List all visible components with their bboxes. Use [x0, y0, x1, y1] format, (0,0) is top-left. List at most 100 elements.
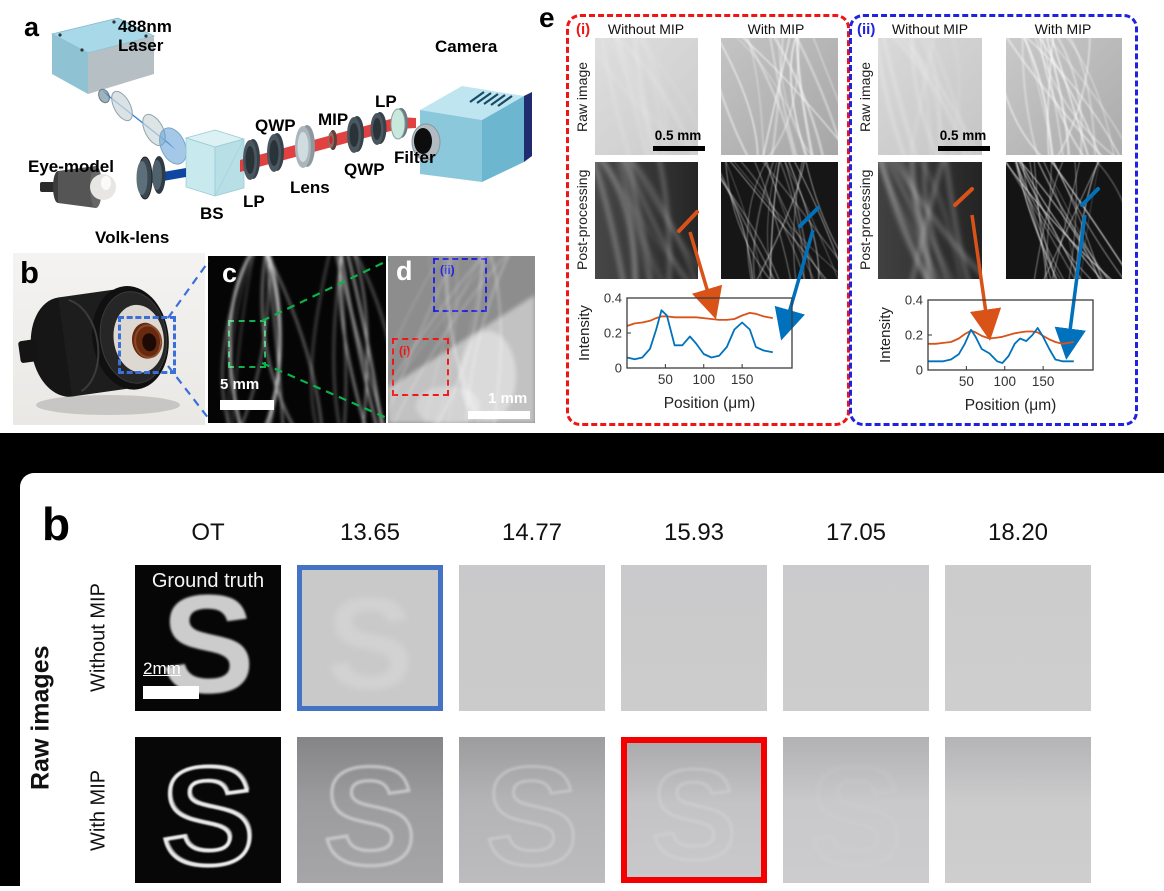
fiber-texture — [388, 256, 535, 423]
sub-i-col-without-mip: Without MIP — [607, 21, 685, 37]
sub-i-tag: (i) — [576, 21, 591, 38]
fiber-texture — [721, 162, 838, 279]
fiber-texture — [208, 256, 386, 423]
raw-image-cell-with-mip-17-05: S — [783, 737, 929, 883]
sub-ii-raw-without-mip-image — [878, 38, 982, 155]
mip-element — [328, 130, 337, 150]
intensity-plot: 0 0.2 0.4 50 100 150 Intensity Position (μm) — [576, 291, 793, 412]
s-target-shape: S — [326, 570, 413, 706]
bs-label: BS — [200, 204, 224, 223]
sub-ii-post-with-mip-image — [1006, 162, 1122, 279]
cell-shading — [945, 737, 1091, 883]
row-label-without-mip: Without MIP — [87, 583, 110, 693]
panel-c-scale-bar — [220, 400, 274, 410]
column-header-17-05: 17.05 — [825, 519, 887, 546]
y-tick-label: 0 — [615, 361, 622, 376]
sub-i-col-with-mip: With MIP — [747, 21, 805, 37]
svg-text:S: S — [161, 737, 254, 883]
lp1-polarizer — [243, 139, 260, 180]
raw-image-cell-with-mip-14-77: S — [459, 737, 605, 883]
series-with-mip — [928, 327, 1074, 364]
sub-ii-raw-with-mip-image — [1006, 38, 1122, 155]
eye-model-photo-drawing — [18, 286, 180, 415]
y-tick-label: 0 — [916, 363, 923, 378]
ground-truth-scale-label: 2mm — [143, 659, 181, 678]
sub-i-post-with-mip-image — [721, 162, 838, 279]
y-tick-label: 0.4 — [905, 293, 923, 308]
x-axis-label: Position (μm) — [664, 395, 756, 412]
y-tick-label: 0.2 — [604, 326, 622, 341]
s-target-shape: S — [808, 737, 904, 883]
series-without-mip — [928, 329, 1074, 345]
fiber-texture — [1006, 162, 1122, 279]
sub-ii-tag: (ii) — [857, 21, 876, 38]
sub-ii-scale-label: 0.5 mm — [939, 128, 987, 143]
eye-model-device — [40, 166, 116, 208]
fiber-texture — [1006, 38, 1122, 155]
fiber-texture — [595, 162, 698, 279]
panel-d-label: d — [396, 256, 413, 286]
sub-i-row-raw-image: Raw image — [574, 61, 590, 132]
svg-text:S: S — [651, 744, 737, 877]
laser-box — [50, 17, 156, 104]
camera-label: Camera — [435, 37, 498, 56]
camera-body — [411, 86, 532, 182]
sub-ii-intensity-plot-container: 0 0.2 0.4 50 100 150 Intensity Position (μm) — [876, 290, 1136, 416]
mip-label: MIP — [318, 110, 348, 129]
sub-i-raw-with-mip-image — [721, 38, 838, 155]
bottom-panel-label: b — [42, 498, 71, 550]
svg-text:S: S — [326, 570, 413, 706]
series-with-mip — [626, 309, 773, 361]
filter-element — [390, 108, 408, 140]
camera-lens-aperture — [414, 128, 432, 154]
lp1-label: LP — [243, 192, 265, 211]
x-tick-label: 100 — [692, 372, 715, 387]
sub-ii-row-raw-image: Raw image — [857, 61, 873, 132]
cell-shading — [297, 737, 443, 883]
s-target-shape: SS — [159, 737, 257, 883]
s-target-shape: S — [650, 743, 738, 877]
ground-truth-scale-bar — [143, 686, 199, 699]
sub-ii-scale-bar — [938, 146, 990, 151]
raw-image-cell-without-mip-13-65: S — [297, 565, 443, 711]
raw-image-cell-without-mip-15-93 — [621, 565, 767, 711]
lp2-label: LP — [375, 92, 397, 111]
lp2-polarizer — [370, 112, 387, 145]
panel-c-label: c — [222, 258, 238, 288]
panel-d-zoom-image: d (ii) (i) 1 mm — [388, 256, 535, 423]
focusing-lens — [159, 127, 187, 165]
raw-image-cell-without-mip-14-77 — [459, 565, 605, 711]
s-target-shape: S — [484, 737, 580, 883]
y-axis-label: Intensity — [877, 307, 894, 363]
eye-model-label: Eye-model — [28, 157, 114, 176]
qwp2-waveplate — [347, 116, 364, 153]
column-header-15-93: 15.93 — [663, 519, 725, 546]
y-tick-label: 0.2 — [905, 328, 923, 343]
bottom-figure-panel: b Raw images Without MIP With MIP OT 13.6… — [20, 473, 1164, 891]
sub-i-row-post-processing: Post-processing — [574, 169, 590, 271]
panel-a-label: a — [24, 12, 40, 42]
fiber-texture — [721, 38, 838, 155]
s-target-shape: S — [322, 737, 419, 883]
beamsplitter-cube — [184, 129, 246, 197]
panel-b-label: b — [20, 255, 39, 290]
svg-text:S: S — [809, 737, 902, 883]
raw-image-cell-without-mip-ot: S Ground truth 2mm — [135, 565, 281, 711]
sub-ii-col-with-mip: With MIP — [1034, 21, 1092, 37]
sub-i-scale-bar — [653, 146, 705, 151]
y-tick-label: 0.4 — [604, 291, 622, 306]
raw-images-group-label: Raw images — [26, 645, 55, 791]
cell-shading — [627, 743, 761, 877]
x-tick-label: 100 — [993, 374, 1016, 389]
raw-image-cell-without-mip-17-05 — [783, 565, 929, 711]
intensity-plot: 0 0.2 0.4 50 100 150 Intensity Position (μm) — [877, 293, 1094, 414]
panel-d-scale-bar — [468, 411, 530, 419]
column-header-ot: OT — [191, 519, 225, 546]
laser-label-line2: Laser — [118, 36, 164, 55]
panel-e-label: e — [539, 2, 555, 33]
lens-label: Lens — [290, 178, 330, 197]
raw-image-cell-without-mip-18-20 — [945, 565, 1091, 711]
lens-element — [295, 125, 315, 168]
fiber-texture — [878, 162, 982, 279]
